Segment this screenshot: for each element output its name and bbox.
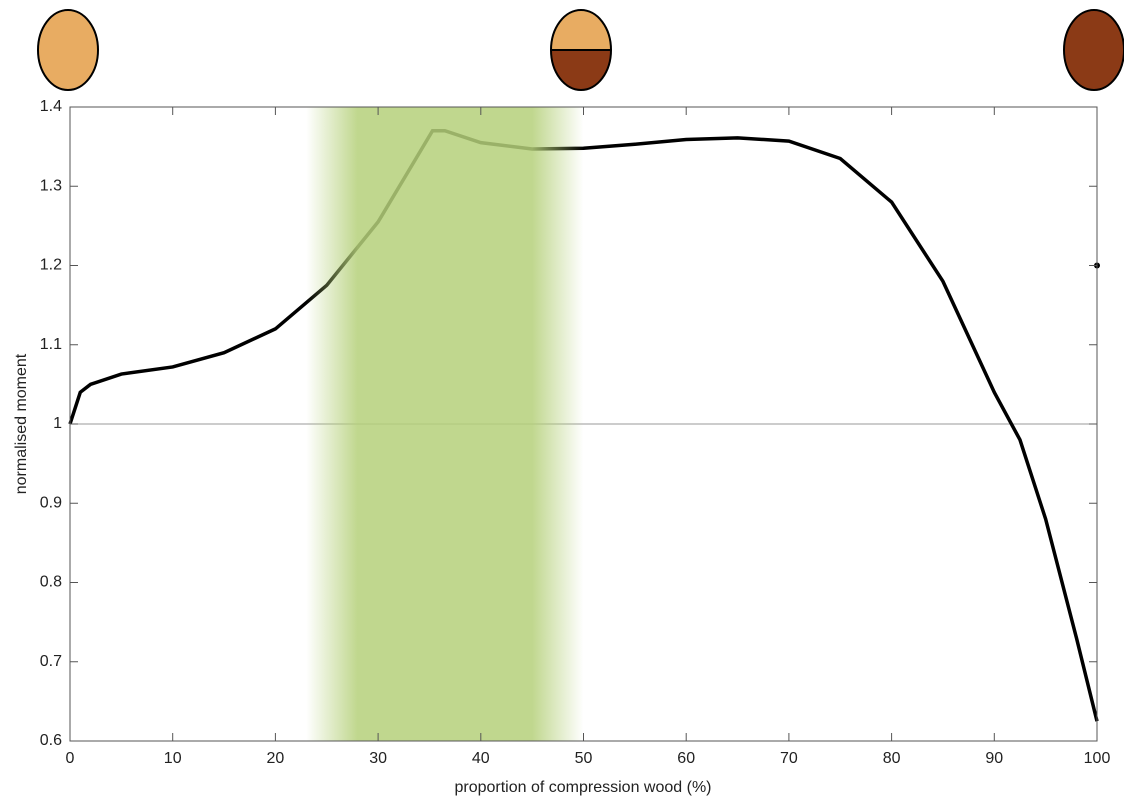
x-tick-label: 30: [369, 750, 387, 767]
y-tick-label: 0.9: [40, 494, 62, 511]
y-tick-label: 1: [53, 415, 62, 432]
y-tick-label: 0.8: [40, 574, 62, 591]
light-wood-icon: [38, 10, 98, 90]
x-tick-label: 80: [883, 750, 901, 767]
compression-wood-icon: [1064, 10, 1124, 90]
x-tick-label: 20: [267, 750, 285, 767]
chart: proportion of compression wood (%) norma…: [0, 0, 1124, 801]
x-tick-label: 90: [985, 750, 1003, 767]
x-axis-label: proportion of compression wood (%): [454, 779, 711, 796]
x-tick-label: 100: [1084, 750, 1111, 767]
x-tick-label: 60: [677, 750, 695, 767]
y-tick-label: 0.7: [40, 653, 62, 670]
x-tick-label: 10: [164, 750, 182, 767]
y-axis-label: normalised moment: [13, 353, 30, 494]
y-tick-label: 0.6: [40, 732, 62, 749]
y-tick-label: 1.2: [40, 257, 62, 274]
x-tick-label: 0: [66, 750, 75, 767]
y-tick-label: 1.3: [40, 177, 62, 194]
x-tick-label: 50: [575, 750, 593, 767]
x-tick-label: 40: [472, 750, 490, 767]
y-tick-label: 1.1: [40, 336, 62, 353]
x-tick-label: 70: [780, 750, 798, 767]
y-tick-label: 1.4: [40, 98, 62, 115]
highlight-band: [306, 107, 583, 741]
